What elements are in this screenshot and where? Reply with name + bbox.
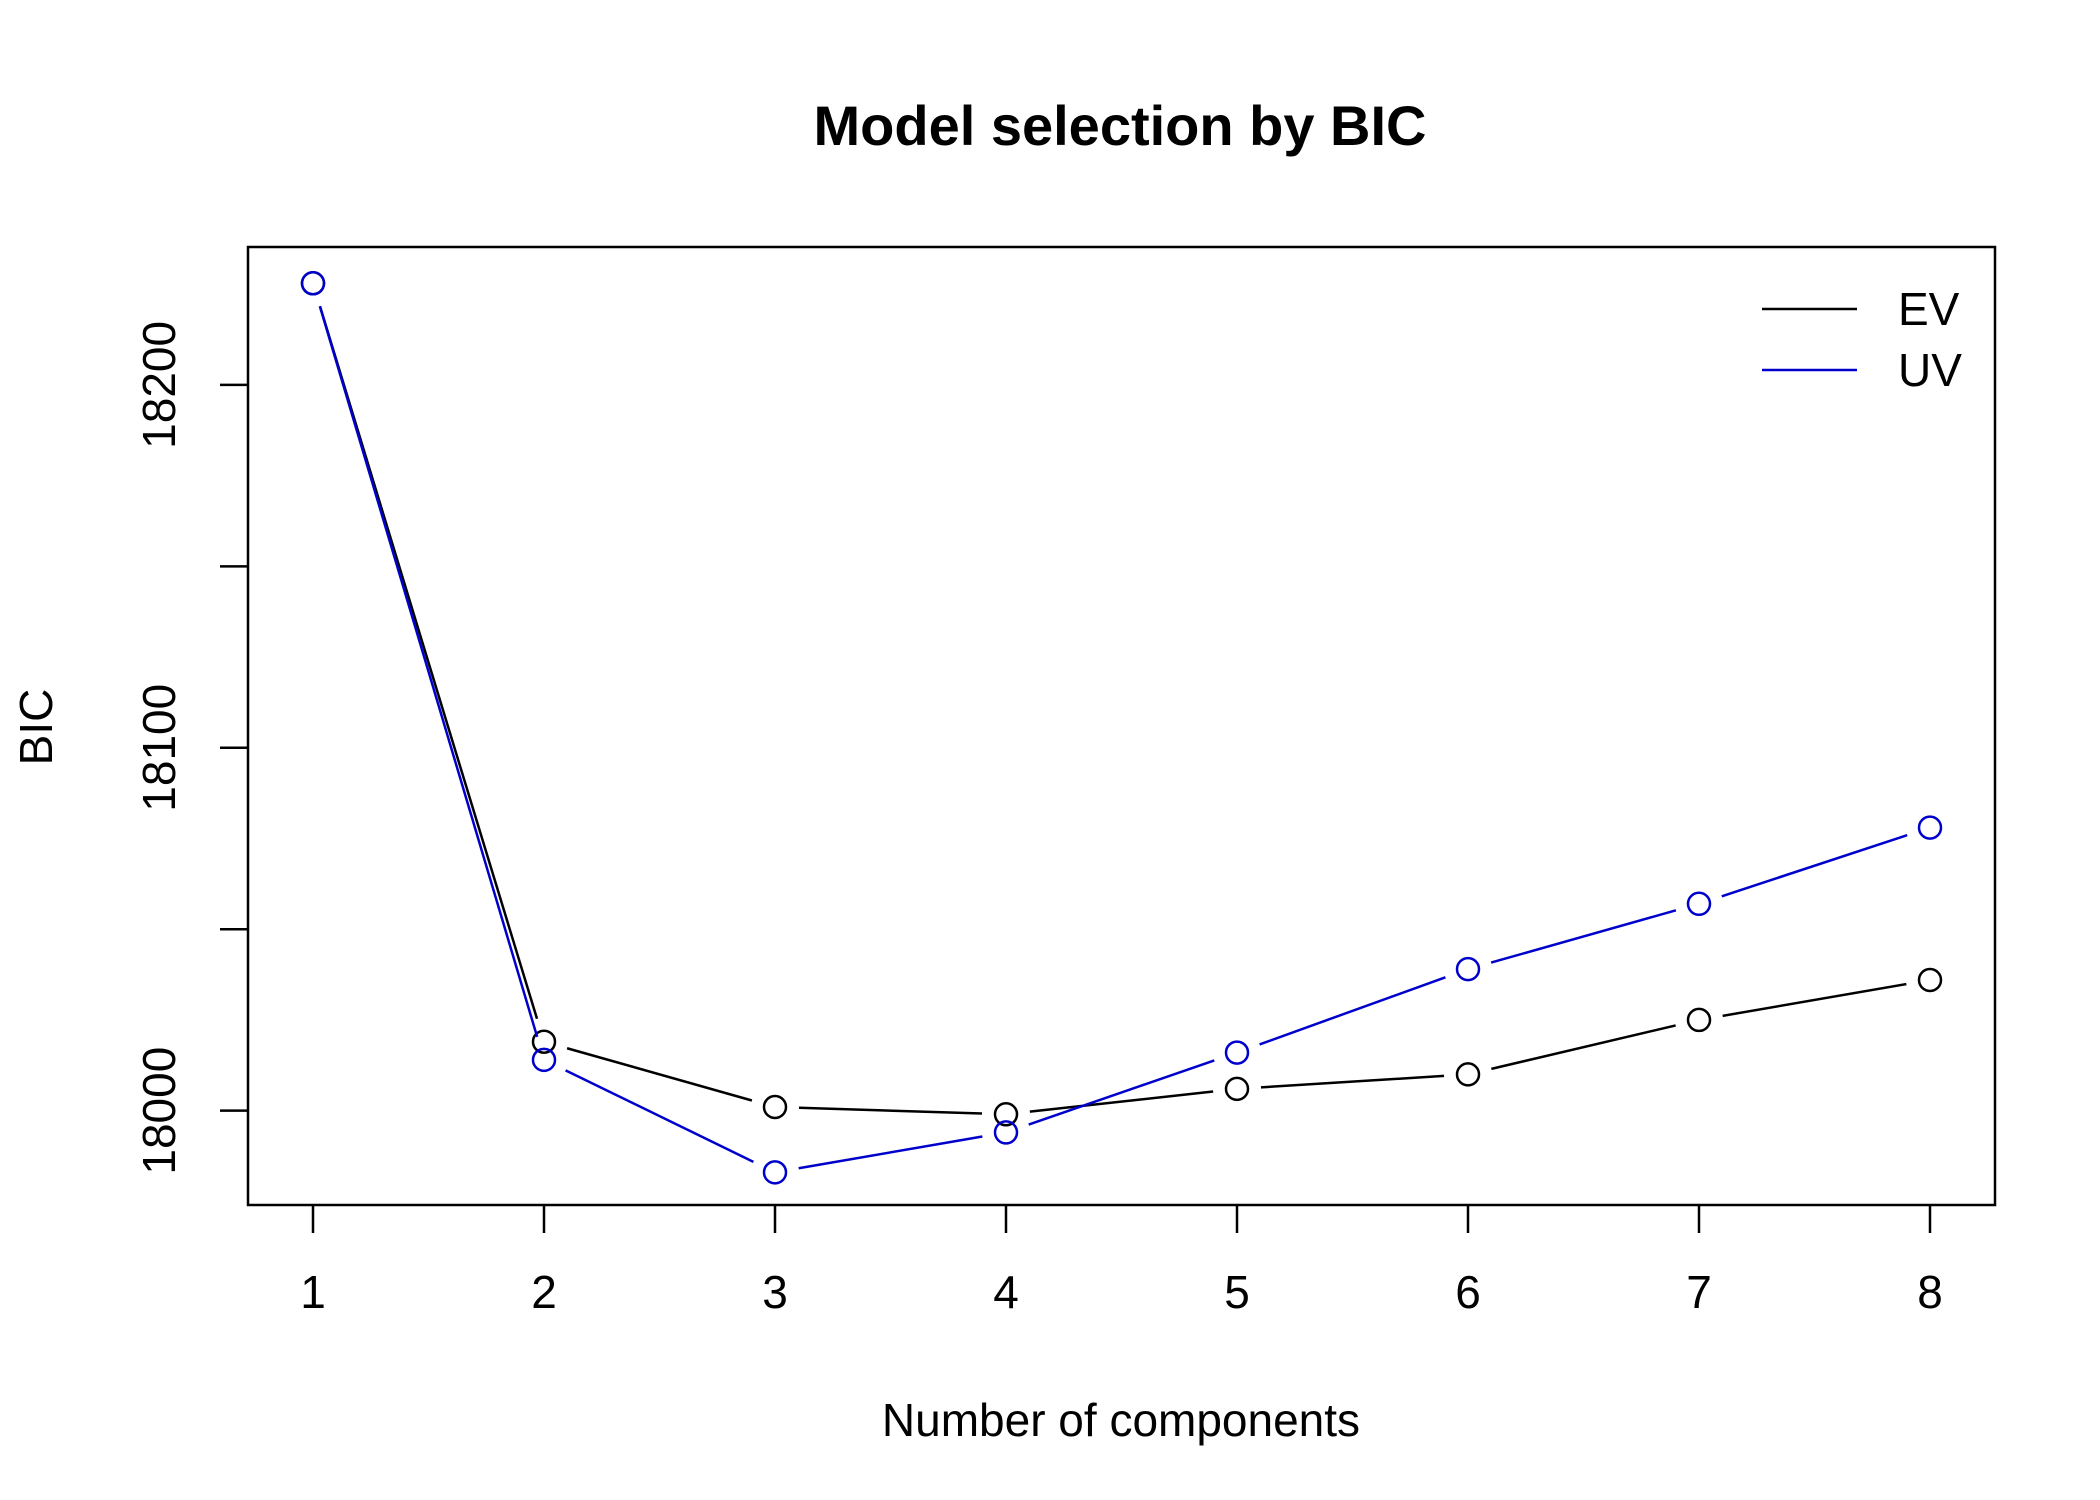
series-ev-segment-2: [566, 1047, 753, 1102]
series-uv-segment-7: [1721, 833, 1908, 898]
series-uv: [300, 271, 1943, 1185]
series-uv-point-4: [993, 1120, 1019, 1145]
legend-label-uv: UV: [1898, 344, 1962, 396]
series-uv-segment-6: [1490, 909, 1677, 964]
series-uv-point-5: [1224, 1040, 1250, 1065]
legend: EV UV: [1762, 283, 1962, 396]
series-ev-segment-7: [1722, 982, 1907, 1018]
series-ev-segment-3: [798, 1106, 983, 1115]
x-tick-label-2: 2: [531, 1266, 557, 1318]
series-layer: [300, 271, 1943, 1185]
x-tick-label-1: 1: [300, 1266, 326, 1318]
x-tick-label-6: 6: [1455, 1266, 1481, 1318]
legend-label-ev: EV: [1898, 283, 1960, 335]
x-tick-label-4: 4: [993, 1266, 1019, 1318]
series-ev-segment-6: [1491, 1024, 1676, 1071]
series-uv-point-1: [300, 271, 326, 296]
y-axis-label: BIC: [10, 689, 62, 766]
x-tick-label-5: 5: [1224, 1266, 1250, 1318]
plot-frame: [246, 245, 1997, 1207]
series-ev-point-3: [762, 1094, 788, 1120]
series-uv-segment-3: [798, 1135, 983, 1170]
series-ev-point-5: [1224, 1076, 1250, 1102]
axes: 1 2 3 4 5 6 7 8 18000 18100 18200: [133, 321, 1943, 1318]
x-tick-label-8: 8: [1917, 1266, 1943, 1318]
series-uv-point-3: [762, 1160, 788, 1185]
series-ev: [300, 271, 1943, 1127]
x-tick-label-7: 7: [1686, 1266, 1712, 1318]
series-uv-segment-4: [1028, 1059, 1215, 1126]
series-uv-point-7: [1686, 891, 1712, 917]
y-tick-label-1: 18000: [133, 1047, 185, 1175]
y-tick-label-3: 18100: [133, 684, 185, 812]
series-ev-segment-5: [1260, 1074, 1445, 1089]
series-ev-point-2: [531, 1029, 557, 1054]
series-ev-point-6: [1455, 1062, 1481, 1087]
chart-title: Model selection by BIC: [814, 94, 1427, 157]
series-uv-segment-1: [318, 305, 539, 1038]
series-ev-segment-4: [1029, 1090, 1214, 1113]
series-ev-point-8: [1917, 967, 1943, 993]
series-uv-point-2: [531, 1047, 557, 1073]
series-uv-segment-2: [565, 1069, 754, 1163]
series-uv-point-6: [1455, 956, 1481, 982]
y-tick-label-5: 18200: [133, 321, 185, 449]
series-ev-point-4: [993, 1102, 1019, 1127]
x-axis-label: Number of components: [882, 1394, 1360, 1446]
series-uv-segment-5: [1259, 976, 1446, 1046]
series-uv-point-8: [1917, 815, 1943, 840]
series-ev-point-7: [1686, 1007, 1712, 1033]
x-tick-label-3: 3: [762, 1266, 788, 1318]
